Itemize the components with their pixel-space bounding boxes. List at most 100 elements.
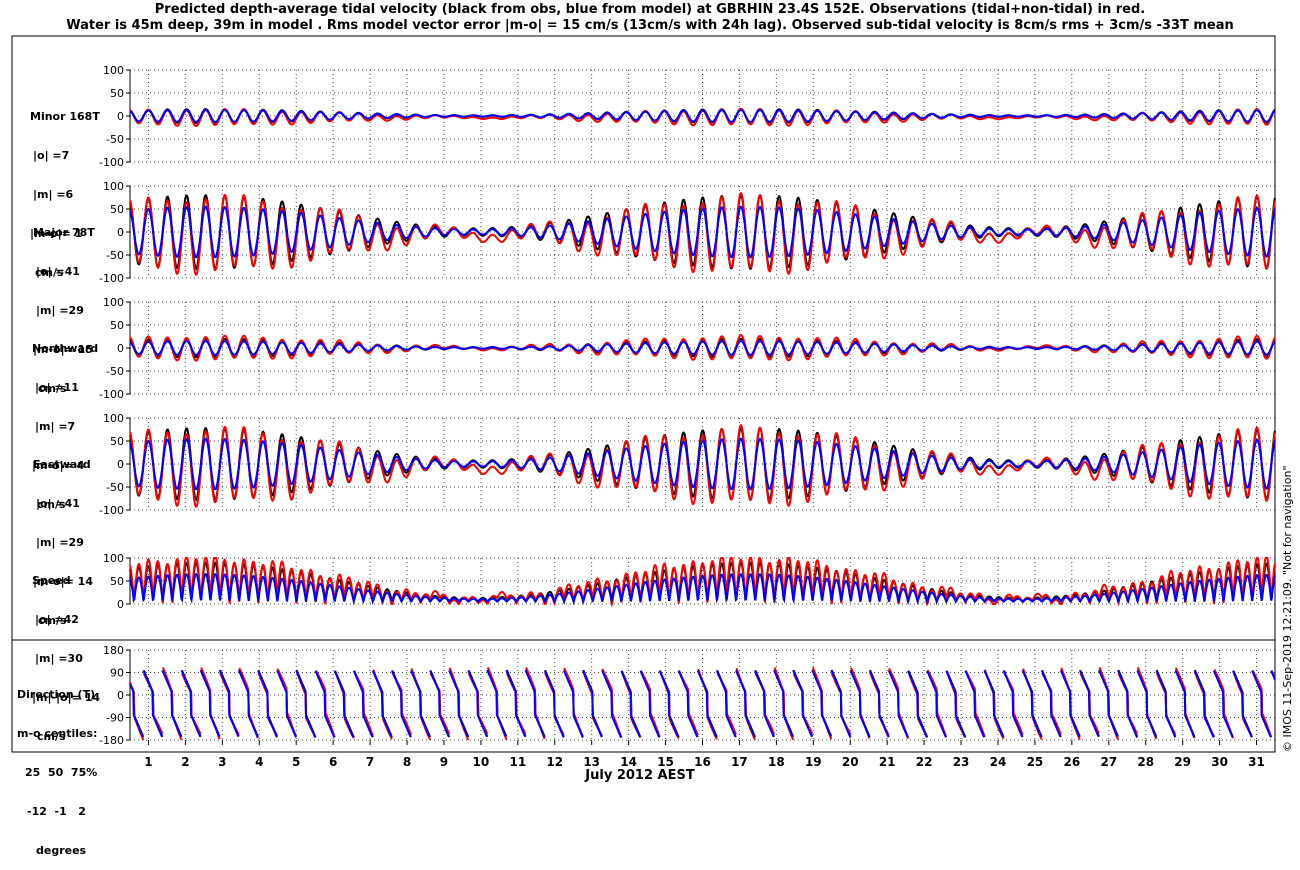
panel-label-speed: Speed |o| =42 |m| =30 |m|-|o|= 14 cm/s [32,548,100,756]
y-tick-label: -100 [99,156,124,169]
y-tick-label: -90 [106,712,124,725]
panel-label-line: cm/s [35,266,64,279]
x-tick-label: 6 [329,755,337,769]
x-tick-label: 30 [1211,755,1228,769]
y-tick-label: 100 [103,296,124,309]
panel-label-line: |m| =7 [35,420,76,433]
x-tick-label: 17 [731,755,748,769]
series-line-model [129,108,1276,124]
x-tick-label: 16 [694,755,711,769]
panel-label-line: |m| =6 [33,188,74,201]
x-tick-label: 31 [1248,755,1265,769]
x-tick-label: 7 [366,755,374,769]
x-tick-label: 29 [1174,755,1191,769]
panel-label-line: cm/s [38,614,67,627]
panel-label-northward: Northward |o| =11 |m| =7 |m-o|= 4 cm/s [32,316,98,524]
y-tick-label: 0 [117,342,124,355]
series-line-model [129,669,1276,738]
x-tick-label: 22 [916,755,933,769]
panel-label-line: |o| =41 [36,497,80,510]
x-tick-label: 8 [403,755,411,769]
panel-label-line: |o| =11 [35,381,79,394]
panel-label-line: Speed [32,574,71,587]
panel-label-direction: Direction (T) m-o centiles: 25 50 75% -1… [17,662,97,870]
y-tick-label: 100 [103,412,124,425]
y-tick-label: 50 [110,435,124,448]
x-tick-label: 2 [181,755,189,769]
panel-label-line: |m-o|= 4 [32,459,85,472]
x-tick-label: 3 [218,755,226,769]
panel-label-line: 25 50 75% [25,766,98,779]
series-line-model [129,572,1276,606]
y-tick-label: 0 [117,110,124,123]
panel-speed: 0 50 100 [103,552,1276,611]
x-axis: 1 2 3 4 5 6 7 8 9 10 11 12 13 14 15 16 17 18 19 20 21 22 23 24 2… [144,740,1265,769]
series-line-model [129,437,1276,491]
panel-label-major: Major 78T |o| =41 |m| =29 |m-o|= 15 cm/s [33,200,95,408]
y-tick-label: -100 [99,504,124,517]
x-tick-label: 9 [440,755,448,769]
y-tick-label: -100 [99,388,124,401]
y-tick-label: 50 [110,319,124,332]
panel-minor-168t: -100 -50 0 50 100 [99,64,1276,169]
panel-label-line: Direction (T) [17,688,96,701]
x-tick-label: 27 [1100,755,1117,769]
panel-label-line: |m-o|= 15 [33,343,93,356]
series-line-model [129,340,1276,356]
x-tick-label: 26 [1064,755,1081,769]
panel-label-line: -12 -1 2 [27,805,86,818]
x-tick-label: 5 [292,755,300,769]
panel-label-line: |m| =29 [36,304,84,317]
chart-title-line-1: Predicted depth-average tidal velocity (… [154,2,1146,17]
panel-label-line: Major 78T [33,226,95,239]
y-tick-label: -50 [106,365,124,378]
upper-frame [11,35,1276,641]
x-tick-label: 25 [1027,755,1044,769]
panel-label-line: cm/s [38,382,67,395]
series-line-observations [129,556,1276,608]
y-tick-label: 0 [117,226,124,239]
series-line-observations [129,424,1276,508]
panel-label-line: |m-o|= 1 [30,227,83,240]
y-tick-label: 180 [103,644,124,657]
x-tick-label: 24 [990,755,1007,769]
lower-frame [11,639,1276,753]
x-tick-label: 15 [657,755,674,769]
x-tick-label: 19 [805,755,822,769]
y-tick-label: -100 [99,272,124,285]
panel-label-line: |m|-|o|= 14 [32,691,101,704]
panel-label-line: Northward [32,342,99,355]
y-tick-label: -50 [106,249,124,262]
x-tick-label: 12 [546,755,563,769]
series-line-observations [129,192,1276,276]
y-tick-label: 0 [117,598,124,611]
y-tick-label: 50 [110,575,124,588]
series-line-model [129,205,1276,259]
panel-label-line: degrees [36,844,87,857]
x-tick-label: 13 [583,755,600,769]
panel-label-line: |m| =29 [36,536,84,549]
x-tick-label: 1 [144,755,152,769]
panel-label-line: |o| =7 [33,149,70,162]
x-tick-label: 14 [620,755,637,769]
panel-label-line: cm/s [37,498,66,511]
panel-major-78t: -100 -50 0 50 100 [99,180,1276,285]
panel-label-line: |o| =42 [35,613,79,626]
panel-label-line: |m-o|= 14 [33,575,93,588]
y-tick-label: 90 [110,667,124,680]
x-tick-label: 10 [473,755,490,769]
x-tick-label: 21 [879,755,896,769]
x-tick-label: 23 [953,755,970,769]
y-tick-label: 0 [117,458,124,471]
panel-label-line: Minor 168T [30,110,100,123]
panel-label-line: m-o centiles: [17,727,98,740]
chart-title-line-2: Water is 45m deep, 39m in model . Rms mo… [66,18,1234,33]
panel-label-minor: Minor 168T |o| =7 |m| =6 |m-o|= 1 cm/s [30,84,100,292]
panel-label-eastward: Eastward |o| =41 |m| =29 |m-o|= 14 cm/s [33,432,93,640]
credit-text: © IMOS 11-Sep-2019 12:21:09. "Not for na… [1281,465,1294,752]
y-tick-label: 100 [103,180,124,193]
x-axis-label: July 2012 AEST [585,768,695,783]
x-tick-label: 18 [768,755,785,769]
panel-direction-t-: -180 -90 0 90 180 [99,644,1276,747]
y-tick-label: -50 [106,481,124,494]
